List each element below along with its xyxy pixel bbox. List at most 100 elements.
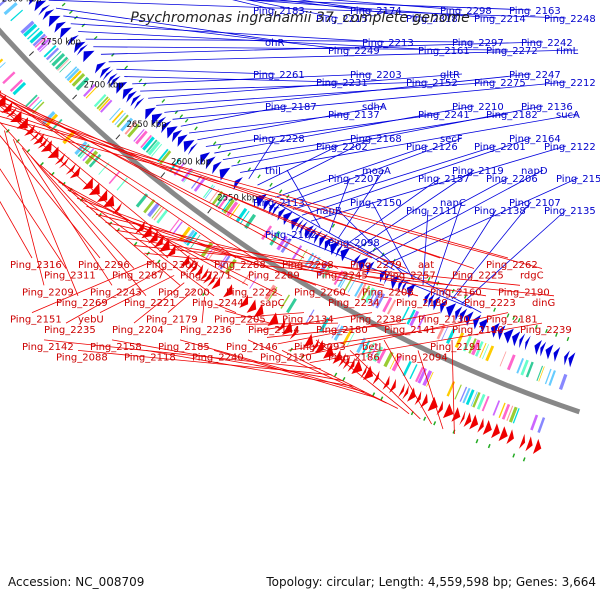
forward-gene-feature	[564, 350, 570, 366]
forward-gene-feature	[340, 247, 351, 262]
cog-category-feature	[512, 408, 520, 424]
forward-gene-feature	[42, 9, 55, 21]
forward-gene-label: Ping_2248	[544, 14, 596, 25]
reverse-gene-feature	[532, 438, 542, 454]
cog-category-feature	[135, 130, 148, 145]
cog-category-feature	[482, 344, 490, 360]
reverse-gene-feature	[211, 276, 221, 290]
reverse-gene-label: Ping_2225	[452, 271, 504, 282]
forward-gene-label: Ping_2207	[328, 174, 380, 185]
reverse-gene-feature	[362, 365, 374, 381]
forward-label-connector	[274, 201, 395, 271]
forward-gene-feature	[299, 221, 308, 235]
reverse-gene-feature	[82, 177, 93, 190]
reverse-gene-label: Ping_2200	[158, 287, 210, 298]
forward-gene-feature	[497, 325, 506, 341]
cog-category-feature	[235, 207, 248, 223]
forward-gene-feature	[205, 156, 216, 170]
cog-category-feature	[151, 143, 163, 157]
cog-category-feature	[298, 249, 308, 264]
reverse-label-connector	[0, 101, 407, 269]
rna-feature	[40, 161, 44, 166]
reverse-gene-label: Ping_2120	[260, 352, 312, 363]
forward-gene-feature	[271, 203, 281, 217]
reverse-label-connector	[0, 93, 271, 269]
cog-category-feature	[120, 117, 134, 132]
rna-feature	[493, 307, 496, 312]
forward-gene-label: napC	[440, 198, 466, 209]
reverse-gene-feature	[477, 417, 484, 433]
reverse-gene-feature	[29, 129, 41, 142]
reverse-gene-feature	[342, 355, 351, 370]
cog-category-feature	[98, 98, 111, 111]
forward-label-connector	[108, 49, 579, 63]
reverse-label-connector	[124, 237, 487, 297]
forward-gene-label: Ping_2206	[486, 174, 538, 185]
forward-gene-label: Ping_2122	[544, 142, 596, 153]
reverse-label-connector	[145, 350, 354, 387]
cog-category-feature	[43, 45, 57, 58]
forward-gene-feature	[568, 352, 576, 368]
reverse-label-connector	[99, 275, 175, 313]
forward-gene-label: Ping_2138	[474, 206, 526, 217]
reverse-gene-feature	[239, 294, 249, 309]
forward-gene-label: Ping_2152	[406, 78, 458, 89]
forward-label-connector	[371, 201, 414, 281]
scale-tick-mark	[72, 94, 78, 100]
forward-gene-feature	[465, 311, 474, 326]
reverse-gene-feature	[24, 124, 36, 136]
forward-gene-feature	[34, 0, 47, 12]
cog-category-feature	[368, 289, 377, 305]
forward-gene-feature	[545, 344, 554, 360]
cog-category-feature	[29, 30, 44, 44]
reverse-gene-feature	[33, 133, 45, 145]
reverse-gene-feature	[323, 344, 334, 359]
rna-feature	[237, 159, 241, 164]
cog-category-feature	[498, 402, 506, 418]
reverse-gene-feature	[0, 90, 2, 96]
forward-label-connector	[338, 169, 385, 239]
cog-category-feature	[74, 141, 88, 156]
forward-gene-label: Ping_2201	[474, 142, 526, 153]
forward-gene-label: thiI	[265, 166, 281, 177]
reverse-label-connector	[0, 110, 475, 269]
reverse-label-connector	[235, 312, 305, 318]
cog-category-feature	[68, 70, 82, 84]
forward-gene-label: Ping_2164	[509, 134, 561, 145]
forward-label-connector	[432, 201, 463, 290]
forward-gene-label: Ping_2242	[521, 38, 573, 49]
rna-feature	[464, 294, 467, 299]
forward-label-connector	[278, 0, 429, 19]
scale-tick-label: 2800 kbp	[2, 0, 42, 4]
forward-gene-feature	[171, 129, 183, 143]
reverse-label-connector	[256, 312, 373, 332]
reverse-label-connector	[281, 350, 398, 409]
forward-gene-label: Ping_2183	[253, 6, 305, 17]
reverse-gene-feature	[397, 383, 405, 398]
cog-category-feature	[3, 2, 18, 16]
cog-category-feature	[387, 299, 397, 315]
forward-label-connector	[172, 81, 567, 120]
scale-tick-label: 2600 kbp	[171, 158, 211, 168]
cog-category-feature	[32, 101, 45, 114]
forward-gene-feature	[177, 134, 188, 147]
cog-category-feature	[0, 62, 6, 69]
rna-feature	[61, 2, 66, 7]
forward-gene-label: rlmL	[556, 46, 579, 57]
cog-category-feature	[215, 193, 227, 208]
reverse-gene-label: aat	[418, 260, 434, 271]
forward-gene-feature	[440, 299, 448, 314]
reverse-label-connector	[31, 260, 155, 313]
reverse-gene-label: Ping_2110	[452, 325, 504, 336]
forward-gene-feature	[428, 293, 436, 308]
backbone-ring	[0, 27, 581, 415]
reverse-gene-label: Ping_2240	[192, 352, 244, 363]
cog-category-feature	[75, 76, 90, 91]
cog-category-feature	[239, 210, 250, 225]
reverse-gene-feature	[506, 429, 514, 445]
forward-label-connector	[328, 0, 463, 11]
forward-label-connector	[244, 0, 532, 11]
reverse-gene-feature	[102, 194, 115, 208]
forward-label-connector	[180, 105, 288, 127]
